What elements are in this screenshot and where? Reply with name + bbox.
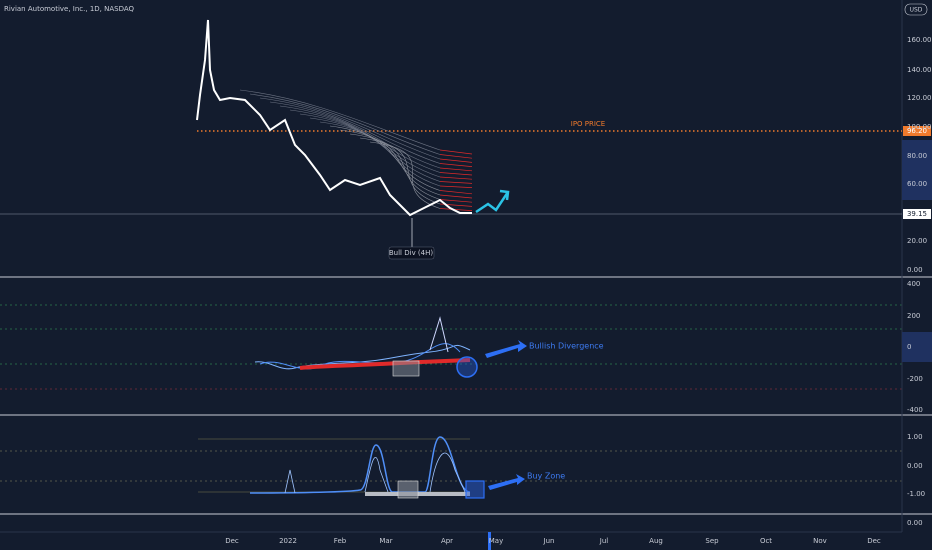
- time-label: Dec: [225, 537, 239, 545]
- ribbon-line: [339, 129, 441, 196]
- axis-label: 80.00: [907, 152, 927, 160]
- time-label: Jul: [599, 537, 609, 545]
- ribbon-line-red: [439, 176, 473, 180]
- price-series: [196, 19, 472, 217]
- ribbon-line: [279, 105, 441, 169]
- ribbon-line-red: [439, 167, 473, 172]
- ribbon-line: [259, 97, 441, 160]
- last-price-tag: [903, 209, 931, 219]
- highlight-box: [392, 360, 420, 377]
- ribbon-line: [369, 141, 441, 209]
- time-label: 2022: [279, 537, 297, 545]
- pointer-arrow: [488, 474, 525, 490]
- time-label: Sep: [705, 537, 719, 545]
- annotation: Bull Div (4H): [389, 249, 434, 257]
- ribbon-line: [269, 101, 441, 164]
- axis-label: 0.00: [907, 462, 923, 470]
- axis-label: 200: [907, 312, 920, 320]
- ribbon-line-red: [439, 149, 473, 155]
- ribbon-line-red: [439, 208, 473, 211]
- time-label: Nov: [813, 537, 827, 545]
- currency[interactable]: USD: [910, 7, 923, 14]
- axis-highlight: [902, 140, 932, 200]
- ribbon-line: [359, 137, 441, 205]
- oscillator-spike: [429, 316, 449, 353]
- axis-label: 140.00: [907, 66, 932, 74]
- axis-label: 20.00: [907, 237, 927, 245]
- ribbon-line-red: [439, 158, 473, 163]
- time-axis-bar: [0, 532, 932, 550]
- currency-button[interactable]: [904, 3, 928, 16]
- time-label: Feb: [334, 537, 347, 545]
- ribbon-line-red: [439, 185, 473, 188]
- axis-label: 0.00: [907, 266, 923, 274]
- last-price: 39.15: [907, 210, 927, 218]
- axis-label: 1.00: [907, 433, 923, 441]
- axis-label: -200: [907, 375, 923, 383]
- indicator-line: [249, 436, 471, 494]
- annotation: Bullish Divergence: [529, 342, 604, 351]
- axis-label: 60.00: [907, 180, 927, 188]
- axis-label: -400: [907, 406, 923, 414]
- grid: [0, 304, 902, 493]
- ribbon-line: [239, 89, 441, 151]
- ipo-price: 96.20: [907, 127, 927, 135]
- time-label: May: [489, 537, 503, 545]
- annotation: Buy Zone: [527, 472, 565, 481]
- ribbon-line-red: [439, 194, 473, 199]
- time-label: Jun: [543, 537, 555, 545]
- indicator-line: [284, 452, 466, 494]
- trend-arrow-head: [499, 189, 510, 201]
- annotation-box: [388, 246, 435, 260]
- pointer-arrow: [485, 340, 527, 358]
- oscillator-line: [259, 343, 461, 370]
- time-label: Oct: [760, 537, 772, 545]
- axis-label: -1.00: [907, 490, 925, 498]
- ribbon-line: [329, 125, 441, 191]
- oscillator-band: [299, 358, 471, 370]
- time-label: Apr: [441, 537, 453, 545]
- time-label: Dec: [867, 537, 881, 545]
- ribbon-line-red: [439, 172, 473, 176]
- ribbon-line: [319, 121, 441, 187]
- axis-highlight: [902, 332, 932, 362]
- ribbon-line-red: [439, 163, 473, 167]
- time-label: Aug: [649, 537, 663, 545]
- ribbon: [239, 89, 473, 211]
- axis-label: 120.00: [907, 94, 932, 102]
- ribbon-line: [349, 133, 441, 200]
- ribbon-line-red: [439, 190, 473, 195]
- ipo-price-tag: [903, 126, 931, 136]
- ipo-label: IPO PRICE: [571, 120, 605, 128]
- ribbon-line-red: [439, 154, 473, 159]
- axis-label: 400: [907, 280, 920, 288]
- highlight-circle: [456, 356, 478, 378]
- axis-label: 0.00: [907, 519, 923, 527]
- chart-title: Rivian Automotive, Inc., 1D, NASDAQ: [4, 5, 135, 13]
- ribbon-line: [249, 93, 441, 155]
- labels: 160.00 140.00 120.00 100.00 80.00 60.00 20.00 0…: [225, 36, 931, 545]
- axis-label: 0: [907, 343, 911, 351]
- highlight-box: [465, 480, 485, 499]
- time-label: Mar: [379, 537, 392, 545]
- trend-arrow: [475, 191, 510, 214]
- highlight-box: [397, 480, 419, 499]
- ribbon-line-red: [439, 181, 473, 184]
- ribbon-line-red: [439, 199, 473, 203]
- time-cursor: [488, 532, 491, 550]
- axis-label: 100.00: [907, 123, 932, 131]
- axis-label: 160.00: [907, 36, 932, 44]
